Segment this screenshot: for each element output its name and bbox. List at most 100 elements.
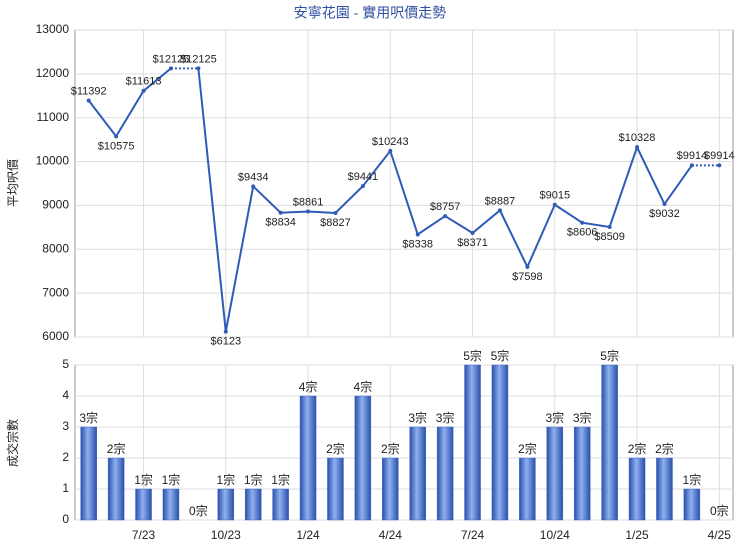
y-tick-label: 5 [62,357,69,371]
y-tick-label: 9000 [42,198,69,212]
bar [135,488,152,521]
data-label: 3宗 [573,410,592,425]
y-tick-label: 10000 [36,154,70,168]
x-tick-label: 4/24 [379,528,403,542]
point [635,145,640,150]
data-label: $8338 [402,238,433,250]
data-label: 1宗 [162,472,181,487]
data-label: 2宗 [326,441,345,456]
point [196,66,201,71]
bar [382,457,399,521]
data-label: $11613 [126,76,162,88]
data-label: 1宗 [244,472,263,487]
y-axis-label: 成交宗數 [5,419,20,467]
bar [299,395,317,521]
data-label: 4宗 [354,379,373,394]
data-label: 2宗 [518,441,537,456]
data-label: $8606 [567,227,598,239]
bar [464,364,481,521]
point [415,232,420,237]
point [607,224,612,229]
point [662,202,667,207]
x-tick-label: 10/23 [211,528,241,542]
data-label: $9914 [677,150,708,162]
line [87,67,172,139]
y-tick-label: 7000 [42,285,69,299]
y-tick-label: 1 [62,481,69,495]
bar [546,426,564,521]
x-tick-label: 7/23 [132,528,156,542]
y-tick-label: 12000 [36,66,70,80]
y-tick-label: 8000 [42,241,69,255]
point [114,134,119,139]
data-label: $6123 [210,336,241,348]
data-label: 0宗 [710,503,729,518]
bar [491,364,509,521]
data-label: $8834 [265,217,296,229]
point [333,211,338,216]
chart-title: 安寧花園 - 實用呎價走勢 [294,5,446,21]
y-tick-label: 4 [62,388,69,402]
point [306,209,311,214]
point [388,148,393,153]
bar [436,426,454,521]
point [360,184,365,189]
data-label: $10575 [98,140,135,152]
data-label: 2宗 [107,441,126,456]
point [141,88,146,93]
y-axis-label: 平均呎價 [6,159,20,207]
y-tick-label: 11000 [37,110,70,124]
x-tick-label: 10/24 [540,528,570,542]
point [525,264,530,269]
data-label: $8371 [457,237,488,249]
data-label: $8827 [320,217,351,229]
point [278,210,283,215]
bar [573,426,591,521]
y-tick-label: 3 [62,419,69,433]
data-label: 1宗 [271,472,290,487]
point [580,220,585,225]
plot-area [74,29,734,338]
point [443,214,448,219]
data-label: $9914 [704,150,735,162]
data-label: $8757 [430,201,461,213]
x-tick-label: 1/24 [296,528,320,542]
data-label: 5宗 [491,348,510,363]
y-tick-label: 0 [62,512,69,526]
data-label: $8887 [485,195,516,207]
data-label: 2宗 [655,441,674,456]
point [223,329,228,334]
data-label: 1宗 [683,472,702,487]
bar [409,426,426,521]
data-label: 2宗 [628,441,647,456]
data-label: $7598 [512,271,543,283]
data-label: 5宗 [463,348,482,363]
data-label: 1宗 [216,472,235,487]
bar [80,426,97,521]
data-label: $9015 [539,190,570,202]
bar [683,488,701,521]
bar [656,457,673,521]
x-tick-label: 7/24 [461,528,485,542]
x-tick-label: 4/25 [708,528,732,542]
data-label: $9434 [238,171,269,183]
data-label: 3宗 [545,410,564,425]
bar [601,364,618,521]
y-tick-label: 2 [62,450,69,464]
y-tick-label: 13000 [36,22,70,36]
point [470,231,475,236]
point [86,98,91,103]
data-label: 2宗 [381,441,400,456]
point [552,202,557,207]
data-label: 4宗 [299,379,318,394]
data-label: $10243 [372,136,409,148]
data-label: 5宗 [600,348,619,363]
data-label: 1宗 [134,472,153,487]
bar [327,457,344,521]
point [251,184,256,189]
x-tick-label: 1/25 [625,528,649,542]
data-label: $11392 [71,85,107,97]
point [168,66,173,71]
bar [272,488,289,521]
